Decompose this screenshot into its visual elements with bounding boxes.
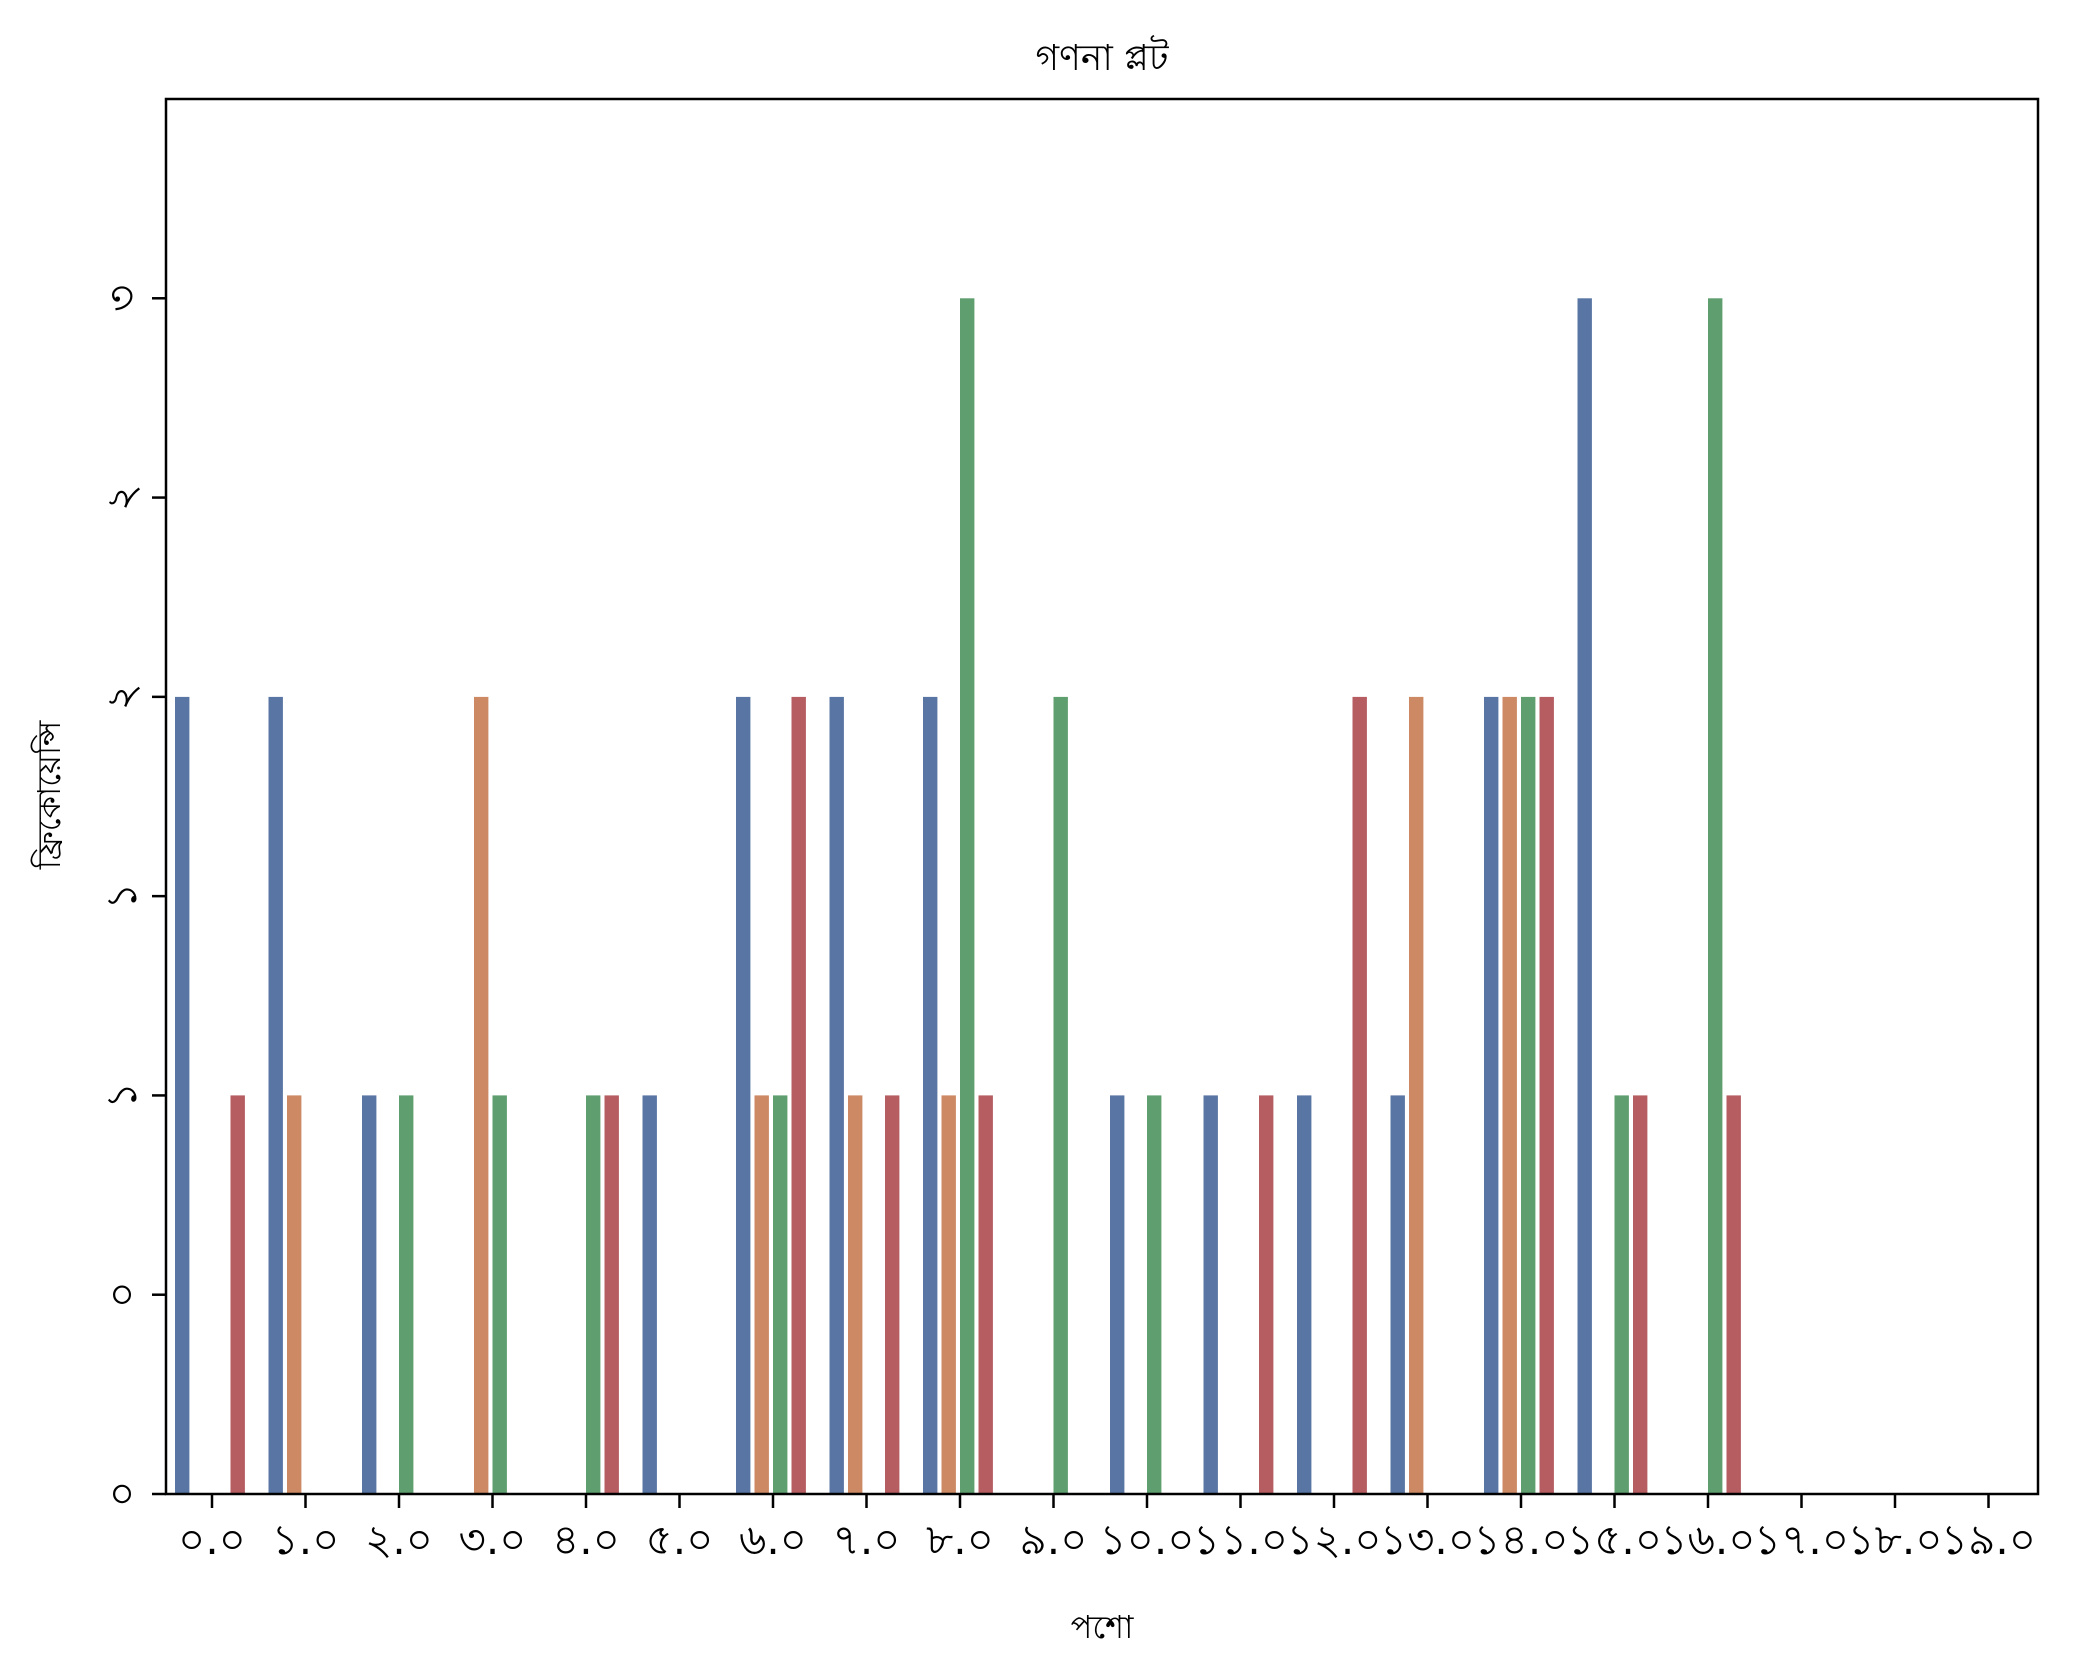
bar-s1-c8 <box>941 1095 956 1494</box>
x-tick-label: ১৭.০ <box>1754 1515 1849 1564</box>
bar-s3-c0 <box>230 1095 245 1494</box>
bar-s1-c3 <box>474 696 489 1494</box>
x-tick-label: ১৮.০ <box>1847 1515 1942 1564</box>
bar-s0-c15 <box>1577 298 1592 1494</box>
bar-s3-c14 <box>1539 696 1554 1494</box>
bar-s3-c15 <box>1633 1095 1648 1494</box>
bar-s0-c11 <box>1203 1095 1218 1494</box>
bar-s0-c1 <box>268 696 283 1494</box>
y-ticks: ০ ০ ১ ১ ২ ২ ৩ <box>97 285 166 1508</box>
bar-s2-c4 <box>586 1095 601 1494</box>
y-axis-label: ফ্রিকোয়েন্সি <box>30 720 68 870</box>
y-tick-label: ২ <box>97 683 146 710</box>
bar-s1-c1 <box>287 1095 302 1494</box>
bar-s0-c5 <box>642 1095 657 1494</box>
x-tick-label: ১.০ <box>272 1515 340 1564</box>
bar-s2-c6 <box>773 1095 788 1494</box>
bar-s0-c0 <box>175 696 190 1494</box>
x-tick-label: ১৫.০ <box>1567 1515 1662 1564</box>
x-tick-label: ৫.০ <box>646 1515 714 1564</box>
bar-s2-c16 <box>1708 298 1723 1494</box>
y-tick-label: ২ <box>97 484 146 511</box>
bar-s0-c12 <box>1297 1095 1312 1494</box>
bar-s2-c14 <box>1521 696 1536 1494</box>
x-axis-label: পশো <box>1071 1608 1135 1646</box>
bar-s2-c2 <box>399 1095 414 1494</box>
y-tick-label: ৩ <box>97 285 146 312</box>
bar-s0-c2 <box>362 1095 377 1494</box>
bars-layer <box>175 298 1741 1494</box>
bar-s3-c12 <box>1352 696 1367 1494</box>
bar-s0-c14 <box>1484 696 1499 1494</box>
x-tick-label: ২.০ <box>365 1515 433 1564</box>
bar-s1-c14 <box>1502 696 1517 1494</box>
x-tick-label: ১৪.০ <box>1473 1515 1568 1564</box>
x-tick-label: ১২.০ <box>1286 1515 1381 1564</box>
x-tick-label: ১৯.০ <box>1941 1515 2036 1564</box>
y-tick-label: ০ <box>97 1480 146 1507</box>
x-tick-label: ৭.০ <box>833 1515 901 1564</box>
bar-s1-c13 <box>1409 696 1424 1494</box>
bar-s2-c15 <box>1614 1095 1629 1494</box>
x-tick-label: ১১.০ <box>1193 1515 1288 1564</box>
y-tick-label: ১ <box>97 883 146 910</box>
bar-s3-c8 <box>978 1095 993 1494</box>
bar-s2-c8 <box>960 298 975 1494</box>
x-tick-label: ৬.০ <box>739 1515 807 1564</box>
x-tick-label: ৯.০ <box>1020 1515 1088 1564</box>
bar-s0-c13 <box>1390 1095 1405 1494</box>
x-tick-label: ১৩.০ <box>1380 1515 1475 1564</box>
y-tick-label: ০ <box>97 1281 146 1308</box>
bar-s2-c3 <box>492 1095 507 1494</box>
bar-s3-c6 <box>791 696 806 1494</box>
bar-s3-c16 <box>1726 1095 1741 1494</box>
x-tick-label: ১০.০ <box>1099 1515 1194 1564</box>
x-tick-label: ৮.০ <box>926 1515 994 1564</box>
bar-s0-c7 <box>829 696 844 1494</box>
bar-s2-c9 <box>1053 696 1068 1494</box>
bar-s3-c11 <box>1259 1095 1274 1494</box>
x-tick-label: ৪.০ <box>552 1515 620 1564</box>
chart-title: গণনা প্লট <box>1036 35 1170 79</box>
plot-frame <box>164 97 2040 1496</box>
bar-s0-c10 <box>1110 1095 1125 1494</box>
y-tick-label: ১ <box>97 1082 146 1109</box>
bar-s1-c6 <box>754 1095 769 1494</box>
x-tick-label: ৩.০ <box>459 1515 527 1564</box>
bar-s3-c7 <box>885 1095 900 1494</box>
x-ticks: ০.০ ১.০ ২.০ ৩.০ ৪.০ ৫.০ ৬.০ ৭.০ ৮.০ ৯.০ ১০.০১১.০১২… <box>178 1494 2036 1564</box>
bar-s0-c6 <box>736 696 751 1494</box>
bar-s3-c4 <box>604 1095 619 1494</box>
bar-s1-c7 <box>848 1095 863 1494</box>
bar-s2-c10 <box>1147 1095 1162 1494</box>
x-tick-label: ১৬.০ <box>1660 1515 1755 1564</box>
bar-s0-c8 <box>923 696 938 1494</box>
x-tick-label: ০.০ <box>178 1515 246 1564</box>
